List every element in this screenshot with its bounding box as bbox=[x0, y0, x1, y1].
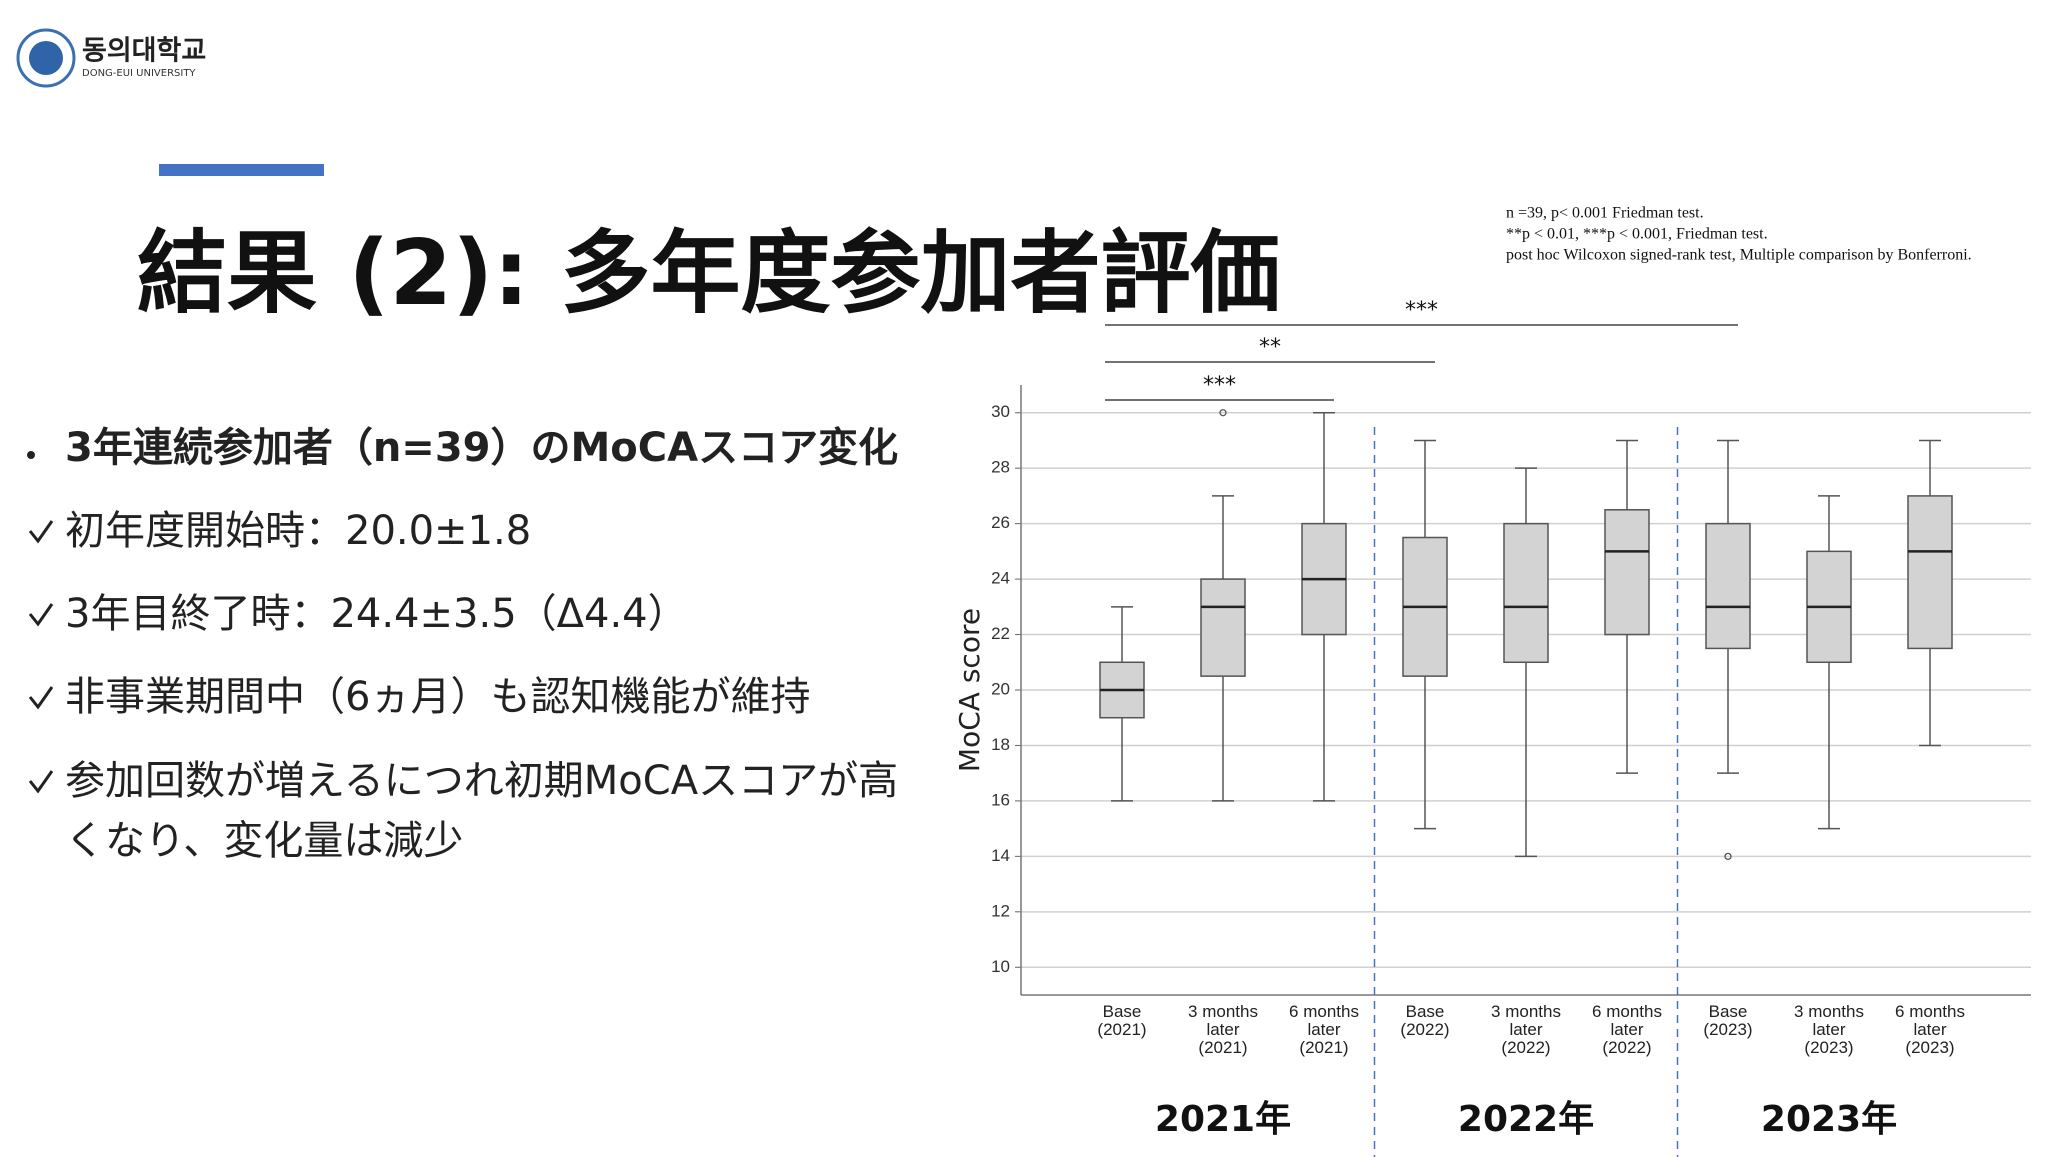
box bbox=[1604, 509, 1650, 636]
bullet-item: 初年度開始時：20.0±1.8 bbox=[65, 508, 532, 554]
box bbox=[1503, 522, 1549, 664]
x-tick-label: Base (2022) bbox=[1400, 1002, 1450, 1039]
check-icon bbox=[28, 686, 54, 710]
y-tick-label: 20 bbox=[991, 679, 1010, 698]
chart-note: n =39, p< 0.001 Friedman test. bbox=[1506, 205, 1704, 222]
y-tick-label: 16 bbox=[991, 790, 1010, 809]
x-tick-label: 3 months later (2023) bbox=[1794, 1002, 1864, 1057]
slide-title: 結果 (2): 多年度参加者評価 bbox=[137, 221, 1281, 326]
significance-label: *** bbox=[1405, 298, 1438, 323]
y-tick-label: 26 bbox=[991, 513, 1010, 532]
y-tick-label: 24 bbox=[991, 569, 1010, 588]
y-tick-label: 14 bbox=[991, 846, 1010, 865]
box bbox=[1200, 578, 1246, 677]
bullet-item: 非事業期間中（6ヵ月）も認知機能が維持 bbox=[65, 674, 811, 720]
bullet-item: 3年目終了時：24.4±3.5（Δ4.4） bbox=[65, 591, 688, 637]
logo-name: 동의대학교 bbox=[82, 36, 206, 67]
y-tick-label: 28 bbox=[991, 458, 1010, 477]
box bbox=[1907, 495, 1953, 650]
x-tick-label: 6 months later (2022) bbox=[1592, 1002, 1662, 1057]
significance-label: *** bbox=[1203, 373, 1236, 398]
x-tick-label: Base (2021) bbox=[1097, 1002, 1147, 1039]
group-label: 2021年 bbox=[1154, 1099, 1292, 1140]
box bbox=[1705, 522, 1751, 650]
y-axis-label: MoCA score bbox=[953, 608, 986, 772]
y-tick-label: 30 bbox=[991, 402, 1010, 421]
check-icon bbox=[28, 770, 54, 794]
group-label: 2022年 bbox=[1457, 1099, 1595, 1140]
y-tick-label: 22 bbox=[991, 624, 1010, 643]
bullet-heading: 3年連続参加者（n=39）のMoCAスコア変化 bbox=[65, 425, 899, 471]
chart-note: **p < 0.01, ***p < 0.001, Friedman test. bbox=[1506, 226, 1768, 243]
logo-mark bbox=[29, 41, 63, 75]
group-label: 2023年 bbox=[1760, 1099, 1898, 1140]
accent-bar bbox=[159, 164, 324, 176]
x-tick-label: 6 months later (2023) bbox=[1895, 1002, 1965, 1057]
y-tick-label: 18 bbox=[991, 735, 1010, 754]
chart-note: post hoc Wilcoxon signed-rank test, Mult… bbox=[1506, 247, 1972, 264]
y-tick-label: 12 bbox=[991, 901, 1010, 920]
y-tick-label: 10 bbox=[991, 957, 1010, 976]
bullet-item: 参加回数が増えるにつれ初期MoCAスコアが高くなり、変化量は減少 bbox=[65, 758, 899, 864]
check-icon bbox=[28, 603, 54, 627]
bullet-dot bbox=[27, 451, 35, 459]
outlier bbox=[1219, 409, 1227, 417]
outlier bbox=[1724, 852, 1732, 861]
check-icon bbox=[28, 520, 54, 544]
x-tick-label: 6 months later (2021) bbox=[1289, 1002, 1359, 1057]
x-tick-label: Base (2023) bbox=[1703, 1002, 1753, 1039]
x-tick-label: 3 months later (2022) bbox=[1491, 1002, 1561, 1057]
logo-subname: DONG-EUI UNIVERSITY bbox=[82, 68, 196, 79]
x-tick-label: 3 months later (2021) bbox=[1188, 1002, 1258, 1057]
significance-label: ** bbox=[1259, 335, 1281, 360]
